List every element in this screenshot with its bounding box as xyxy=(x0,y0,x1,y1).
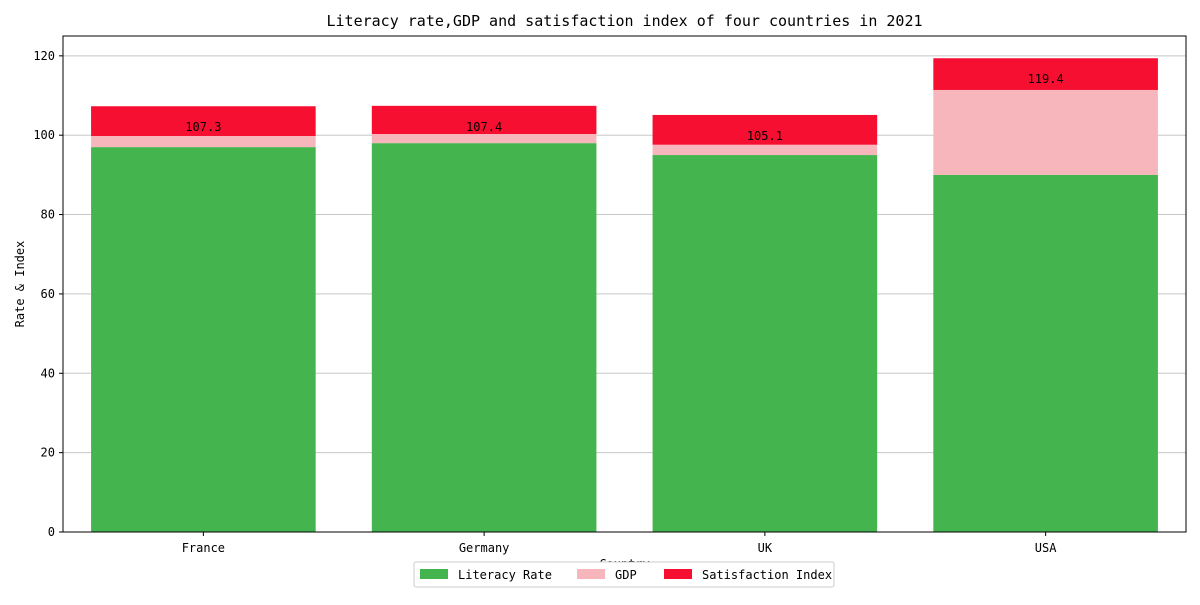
x-tick-label: France xyxy=(182,541,225,555)
legend-label: Satisfaction Index xyxy=(702,568,832,582)
legend-swatch xyxy=(664,569,692,579)
x-axis-ticks: France Germany UK USA xyxy=(182,532,1057,555)
bar-literacy-rate-germany xyxy=(371,143,597,533)
bar-satisfaction-index-uk xyxy=(652,114,878,145)
y-tick-label: 60 xyxy=(41,287,55,301)
y-tick-label: 80 xyxy=(41,208,55,222)
x-tick-label: Germany xyxy=(459,541,510,555)
bar-literacy-rate-usa xyxy=(933,174,1158,532)
legend: Literacy Rate GDP Satisfaction Index xyxy=(413,561,835,588)
y-axis-label: Rate & Index xyxy=(13,241,27,328)
legend-box xyxy=(413,561,835,588)
legend-label: Literacy Rate xyxy=(458,568,552,582)
bar-literacy-rate-france xyxy=(91,147,316,532)
bar-gdp-germany xyxy=(371,134,597,144)
bar-satisfaction-index-germany xyxy=(371,105,597,135)
y-tick-label: 40 xyxy=(41,366,55,380)
bar-gdp-france xyxy=(91,135,316,148)
x-tick-label: UK xyxy=(758,541,773,555)
plot-frame xyxy=(62,35,1187,533)
y-tick-label: 100 xyxy=(33,128,55,142)
bar-literacy-rate-uk xyxy=(652,155,878,533)
legend-label: GDP xyxy=(615,568,637,582)
data-label-total: 107.3 xyxy=(185,120,221,134)
bars xyxy=(91,58,1158,533)
bar-gdp-usa xyxy=(933,89,1158,175)
bar-satisfaction-index-france xyxy=(91,106,316,136)
legend-swatch xyxy=(420,569,448,579)
y-axis-ticks: 0 20 40 60 80 100 120 xyxy=(33,49,63,539)
data-label-total: 105.1 xyxy=(747,129,783,143)
bar-satisfaction-index-usa xyxy=(933,58,1158,90)
bar-gdp-uk xyxy=(652,144,878,156)
chart-title: Literacy rate,GDP and satisfaction index… xyxy=(326,12,922,30)
data-label-total: 119.4 xyxy=(1028,72,1064,86)
y-tick-label: 20 xyxy=(41,446,55,460)
y-tick-label: 120 xyxy=(33,49,55,63)
data-label-total: 107.4 xyxy=(466,120,502,134)
legend-swatch xyxy=(577,569,605,579)
y-tick-label: 0 xyxy=(48,525,55,539)
data-labels: 107.3 107.4 105.1 119.4 xyxy=(185,72,1063,143)
x-tick-label: USA xyxy=(1035,541,1057,555)
